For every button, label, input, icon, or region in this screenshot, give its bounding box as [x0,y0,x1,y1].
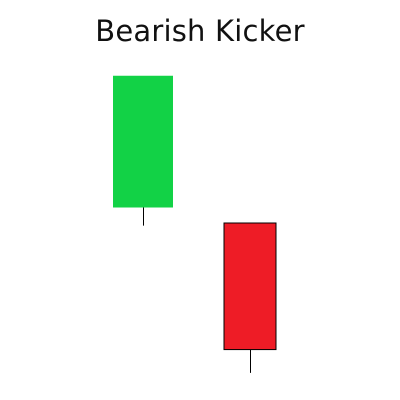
candle-1-body-bullish [113,75,173,208]
candle-2-body-bearish [223,222,277,351]
chart-title: Bearish Kicker [95,14,305,48]
